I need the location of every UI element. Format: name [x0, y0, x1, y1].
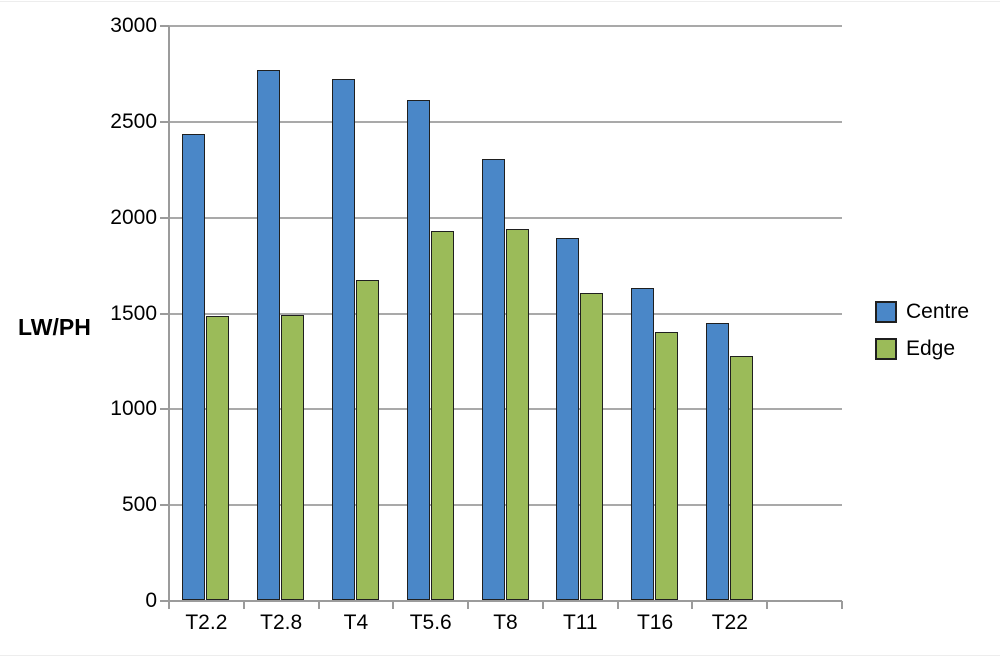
- legend-label-centre: Centre: [906, 300, 970, 323]
- top-divider: [0, 1, 1000, 2]
- y-tick-2000: [160, 216, 169, 219]
- edge-series-swatch-icon: [875, 338, 897, 360]
- x-tick-label-T2.8: T2.8: [260, 611, 303, 634]
- bar-edge-T16: [655, 331, 679, 600]
- y-tick-1000: [160, 408, 169, 411]
- gridline-2500: [169, 120, 842, 123]
- bar-centre-T2.8: [257, 69, 281, 600]
- bar-centre-T4: [331, 78, 355, 600]
- y-tick-label-1000: 1000: [110, 397, 157, 421]
- y-tick-label-500: 500: [121, 493, 157, 517]
- x-tick-9: [841, 601, 843, 609]
- bar-edge-T11: [580, 293, 604, 600]
- bar-edge-T22: [729, 355, 753, 600]
- bar-centre-T8: [481, 159, 505, 600]
- bar-edge-T2.2: [206, 316, 230, 600]
- bar-centre-T2.2: [182, 134, 206, 600]
- x-axis-line: [160, 600, 842, 602]
- x-tick-7: [691, 601, 694, 609]
- x-tick-label-T8: T8: [493, 611, 518, 634]
- x-tick-label-T16: T16: [636, 611, 674, 634]
- legend: Centre Edge: [875, 301, 969, 375]
- y-tick-500: [160, 504, 169, 507]
- x-tick-6: [616, 601, 619, 609]
- bar-edge-T8: [505, 229, 529, 600]
- x-tick-8: [766, 601, 769, 609]
- x-tick-label-T2.2: T2.2: [185, 611, 228, 634]
- y-tick-label-2500: 2500: [110, 109, 157, 133]
- legend-label-edge: Edge: [906, 337, 956, 360]
- y-axis-line: [168, 26, 170, 603]
- legend-item-edge: Edge: [875, 338, 969, 360]
- bar-centre-T16: [631, 288, 655, 600]
- bar-edge-T2.8: [281, 315, 305, 600]
- bar-centre-T5.6: [406, 99, 430, 600]
- x-tick-4: [467, 601, 470, 609]
- x-tick-label-T22: T22: [711, 611, 748, 634]
- gridline-3000: [169, 25, 842, 27]
- x-tick-5: [541, 601, 544, 609]
- plot-area: [160, 25, 843, 609]
- bar-centre-T22: [705, 322, 729, 600]
- y-axis-title: LW/PH: [18, 314, 91, 340]
- bar-centre-T11: [556, 237, 580, 600]
- bottom-divider: [0, 655, 1000, 656]
- x-tick-3: [392, 601, 395, 609]
- y-tick-1500: [160, 312, 169, 315]
- y-tick-2500: [160, 120, 169, 123]
- x-tick-2: [317, 601, 320, 609]
- legend-item-centre: Centre: [875, 301, 969, 323]
- x-tick-1: [242, 601, 245, 609]
- x-tick-0: [168, 601, 170, 609]
- bar-edge-T4: [355, 279, 379, 600]
- x-tick-label-T4: T4: [343, 611, 369, 634]
- centre-series-swatch-icon: [875, 301, 897, 323]
- gridline-2000: [169, 216, 842, 219]
- y-tick-3000: [160, 25, 169, 27]
- x-tick-label-T5.6: T5.6: [409, 611, 452, 634]
- y-tick-label-1500: 1500: [110, 301, 157, 325]
- y-tick-label-0: 0: [145, 589, 157, 612]
- bar-edge-T5.6: [430, 230, 454, 600]
- y-tick-label-3000: 3000: [110, 14, 157, 37]
- x-tick-label-T11: T11: [562, 611, 598, 634]
- y-tick-label-2000: 2000: [110, 205, 157, 229]
